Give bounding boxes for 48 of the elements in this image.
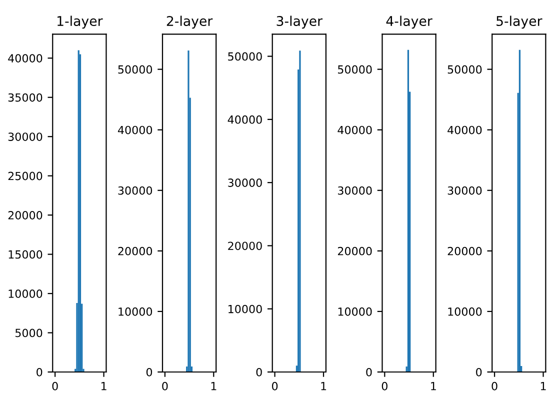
x-tick-label: 1 — [211, 382, 216, 390]
y-tick-label: 30000 — [448, 186, 482, 195]
y-tick-label: 20000 — [228, 242, 262, 250]
x-tick-label: 0 — [272, 382, 278, 390]
y-tick-label: 0 — [146, 368, 152, 376]
y-tick-label: 5000 — [15, 328, 42, 338]
chart-title: 2-layer — [166, 16, 213, 29]
y-tick-label: 40000 — [118, 126, 152, 134]
y-tick-label: 30000 — [8, 132, 42, 141]
y-tick-label: 0 — [366, 368, 372, 376]
y-tick-label: 0 — [36, 368, 42, 376]
y-tick-label: 10000 — [8, 290, 42, 298]
y-tick-label: 10000 — [118, 307, 152, 316]
x-tick-label: 0 — [492, 382, 498, 390]
y-tick-label: 10000 — [338, 307, 372, 316]
y-tick-label: 0 — [256, 368, 262, 376]
y-tick-label: 20000 — [118, 246, 152, 256]
y-tick-label: 50000 — [118, 65, 152, 74]
y-tick-label: 20000 — [338, 246, 372, 256]
y-tick-label: 35000 — [8, 93, 42, 102]
y-tick-label: 30000 — [228, 178, 262, 187]
chart-title: 3-layer — [276, 16, 323, 29]
y-tick-label: 40000 — [338, 126, 372, 134]
x-tick-label: 1 — [431, 382, 436, 390]
chart-title: 1-layer — [58, 16, 103, 29]
y-tick-label: 10000 — [448, 307, 482, 316]
x-tick-label: 0 — [382, 382, 388, 390]
y-tick-label: 30000 — [338, 186, 372, 195]
y-tick-label: 40000 — [228, 115, 262, 124]
y-tick-label: 15000 — [8, 250, 42, 259]
y-tick-label: 40000 — [8, 54, 42, 62]
y-tick-label: 40000 — [448, 126, 482, 134]
chart-title: 5-layer — [496, 16, 542, 29]
y-tick-label: 30000 — [118, 186, 152, 195]
y-tick-label: 25000 — [8, 172, 42, 180]
x-tick-label: 0 — [52, 382, 58, 390]
y-tick-label: 50000 — [448, 65, 482, 74]
y-tick-label: 0 — [476, 368, 482, 376]
x-tick-label: 1 — [321, 382, 326, 390]
chart-title: 4-layer — [386, 16, 432, 29]
x-tick-label: 1 — [101, 382, 106, 390]
y-tick-label: 50000 — [338, 65, 372, 74]
y-tick-label: 10000 — [228, 304, 262, 314]
x-tick-label: 1 — [540, 382, 546, 390]
y-tick-label: 50000 — [228, 52, 262, 61]
y-tick-label: 20000 — [448, 246, 482, 256]
x-tick-label: 0 — [162, 382, 168, 390]
y-tick-label: 20000 — [8, 211, 42, 220]
